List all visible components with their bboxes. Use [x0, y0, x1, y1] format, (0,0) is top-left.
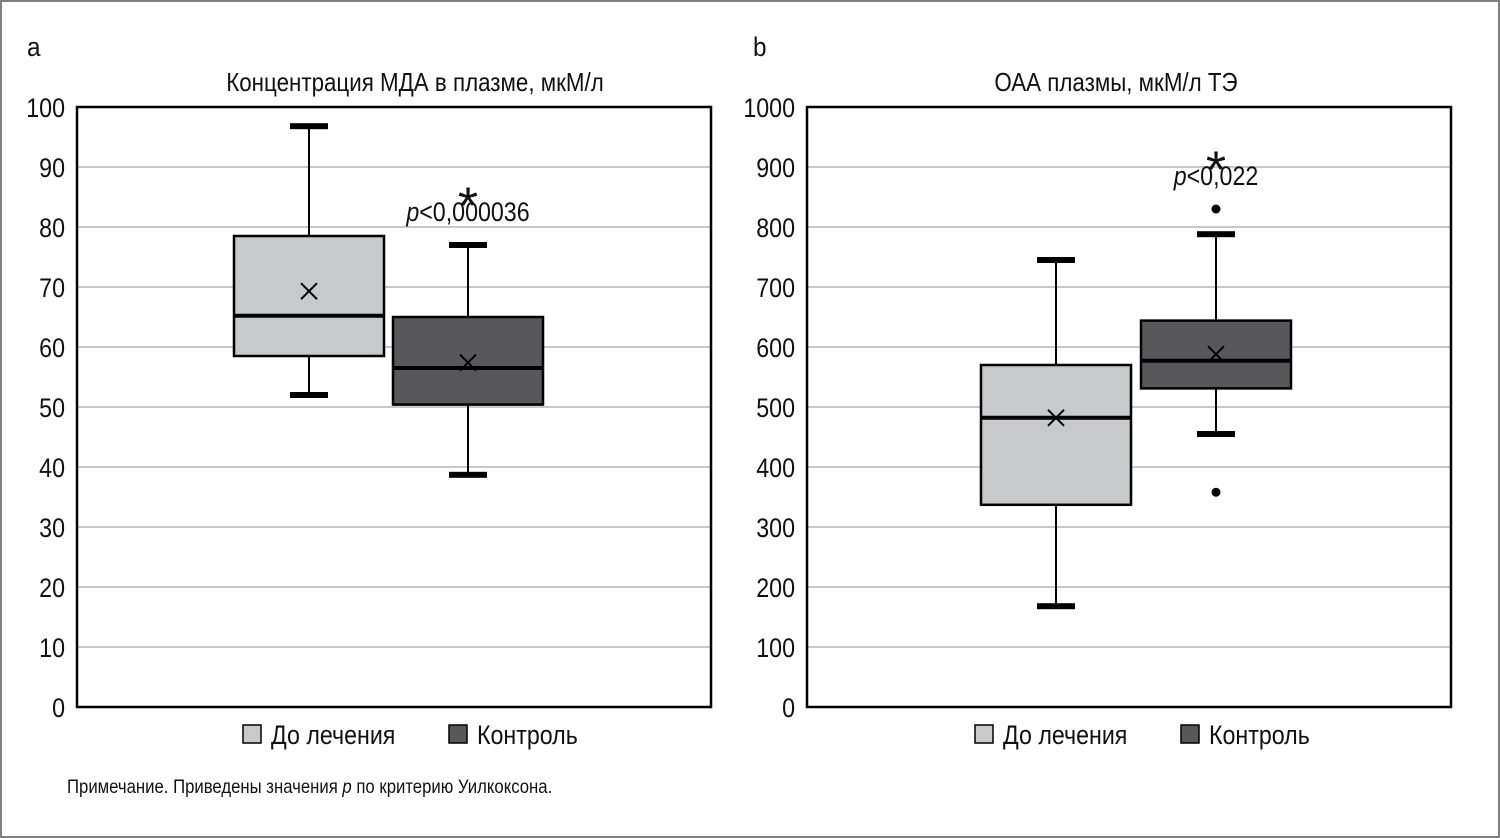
- y-tick-label: 10: [39, 633, 65, 663]
- y-tick-label: 500: [756, 393, 795, 423]
- outlier-point: [1211, 204, 1221, 214]
- whisker-cap-lower: [449, 471, 487, 478]
- y-tick-label: 700: [756, 273, 795, 303]
- y-tick-label: 100: [26, 93, 65, 123]
- legend-label: Контроль: [1209, 720, 1310, 750]
- p-value-label: p<0,022: [1173, 161, 1258, 191]
- p-value: <0,022: [1187, 161, 1259, 191]
- outlier-point: [1211, 487, 1221, 497]
- legend-label: До лечения: [271, 720, 395, 750]
- whisker-cap-upper: [1197, 231, 1235, 238]
- y-tick-label: 80: [39, 213, 65, 243]
- footnote-prefix: Примечание. Приведены значения: [67, 777, 343, 798]
- y-tick-label: 70: [39, 273, 65, 303]
- legend-item: Контроль: [1180, 720, 1310, 750]
- mean-marker-stroke: [300, 282, 318, 300]
- significance-star: *: [458, 178, 478, 236]
- y-tick-label: 20: [39, 573, 65, 603]
- y-tick-label: 900: [756, 153, 795, 183]
- mean-marker-stroke: [1207, 345, 1225, 363]
- y-tick-label: 90: [39, 153, 65, 183]
- mean-marker: [1207, 345, 1225, 363]
- whisker-cap-lower: [1197, 431, 1235, 437]
- legend-swatch: [1180, 724, 1200, 744]
- y-tick-label: 0: [52, 693, 65, 723]
- legend-swatch: [448, 724, 468, 744]
- legend-label: Контроль: [477, 720, 578, 750]
- y-tick-label: 1000: [743, 93, 795, 123]
- whisker-cap-lower: [1037, 603, 1075, 610]
- y-tick-label: 400: [756, 453, 795, 483]
- y-tick-label: 0: [782, 693, 795, 723]
- plot-area-border: [805, 105, 1453, 709]
- p-symbol: p: [1173, 161, 1187, 191]
- panel-label: a: [27, 33, 41, 62]
- p-value-label: p<0,000036: [405, 197, 529, 227]
- whisker-cap-upper: [290, 123, 328, 130]
- chart-panel-b: b ОАА плазмы, мкМ/л ТЭ 0 100 200 300 400 500 600…: [743, 33, 1453, 750]
- legend-swatch: [242, 724, 262, 744]
- whisker-cap-upper: [1037, 257, 1075, 263]
- y-tick-label: 600: [756, 333, 795, 363]
- mean-marker: [1047, 409, 1065, 427]
- y-tick-label: 800: [756, 213, 795, 243]
- footnote: Примечание. Приведены значения p по крит…: [67, 777, 552, 799]
- chart-panel-a: a Концентрация МДА в плазме, мкМ/л 0 10 20 30…: [26, 33, 713, 750]
- box-iqr: [391, 315, 545, 406]
- footnote-p-italic: p: [342, 777, 352, 798]
- y-tick-label: 300: [756, 513, 795, 543]
- mean-marker: [459, 353, 477, 372]
- legend: До лечения Контроль: [974, 720, 1310, 750]
- legend-item: Контроль: [448, 720, 578, 750]
- mean-marker: [300, 282, 318, 300]
- box-before-treatment: [979, 257, 1133, 610]
- mean-marker-stroke: [1047, 409, 1065, 427]
- panel-label: b: [753, 33, 767, 62]
- box-iqr: [979, 363, 1133, 507]
- plot-area-border: [75, 105, 713, 709]
- mean-marker-stroke: [459, 353, 477, 372]
- chart-title: Концентрация МДА в плазме, мкМ/л: [226, 68, 604, 97]
- y-tick-label: 100: [756, 633, 795, 663]
- legend-item: До лечения: [974, 720, 1127, 750]
- whisker-cap-upper: [449, 242, 487, 248]
- significance-star: *: [1206, 142, 1226, 200]
- legend-item: До лечения: [242, 720, 395, 750]
- p-symbol: p: [405, 197, 419, 227]
- legend-swatch: [974, 724, 994, 744]
- y-tick-label: 30: [39, 513, 65, 543]
- y-tick-label: 60: [39, 333, 65, 363]
- box-iqr: [232, 234, 386, 358]
- legend: До лечения Контроль: [242, 720, 578, 750]
- p-value: <0,000036: [419, 197, 529, 227]
- legend-label: До лечения: [1003, 720, 1127, 750]
- y-tick-label: 200: [756, 573, 795, 603]
- chart-title: ОАА плазмы, мкМ/л ТЭ: [994, 68, 1237, 97]
- box-before-treatment: [232, 123, 386, 398]
- y-tick-label: 50: [39, 393, 65, 423]
- box-control: *p<0,022: [1139, 142, 1293, 497]
- y-tick-label: 40: [39, 453, 65, 483]
- whisker-cap-lower: [290, 392, 328, 398]
- box-control: *p<0,000036: [391, 178, 545, 478]
- footnote-suffix: по критерию Уилкоксона.: [351, 777, 553, 798]
